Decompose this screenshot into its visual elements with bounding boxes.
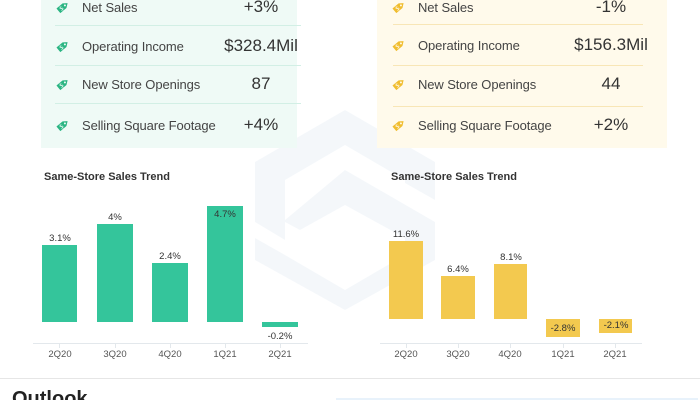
kpi-label: Net Sales xyxy=(82,0,138,15)
price-tag-icon: $ xyxy=(56,121,68,132)
kpi-row-operating-income: $ Operating Income $328.4Mil xyxy=(41,34,298,58)
chart-title: Same-Store Sales Trend xyxy=(44,171,170,183)
bar-2q21 xyxy=(599,319,632,333)
divider xyxy=(55,25,301,26)
x-tick-label: 2Q21 xyxy=(603,349,627,360)
x-tick xyxy=(170,343,171,348)
kpi-label: New Store Openings xyxy=(418,76,537,92)
kpi-label: Operating Income xyxy=(82,38,184,54)
bar-value-label: -2.1% xyxy=(603,320,629,331)
kpi-row-net-sales: $ Net Sales +3% xyxy=(41,0,297,19)
bar-3q20 xyxy=(441,276,475,319)
kpi-row-selling-square-footage: $ Selling Square Footage +2% xyxy=(377,113,667,137)
bar-3q20 xyxy=(97,224,133,322)
svg-text:$: $ xyxy=(394,123,402,131)
kpi-label: Net Sales xyxy=(418,0,474,15)
outlook-heading: Outlook xyxy=(12,388,88,400)
x-tick xyxy=(406,343,407,348)
x-tick-label: 3Q20 xyxy=(103,349,127,360)
svg-text:$: $ xyxy=(58,82,66,90)
bar-value-label: 8.1% xyxy=(500,252,522,263)
x-tick xyxy=(59,343,60,348)
kpi-value: +3% xyxy=(243,0,279,16)
x-tick-label: 1Q21 xyxy=(213,349,237,360)
price-tag-icon: $ xyxy=(392,3,404,14)
svg-text:$: $ xyxy=(394,43,402,51)
divider xyxy=(393,24,643,25)
bar-value-label: 6.4% xyxy=(447,264,469,275)
bar-value-label: 4.7% xyxy=(214,209,236,220)
price-tag-icon: $ xyxy=(56,80,68,91)
kpi-label: New Store Openings xyxy=(82,76,201,92)
x-tick xyxy=(563,343,564,348)
bar-value-label: 2.4% xyxy=(159,251,181,262)
kpi-label: Operating Income xyxy=(418,37,520,53)
x-tick-label: 3Q20 xyxy=(446,349,470,360)
x-tick xyxy=(458,343,459,348)
kpi-value: $328.4Mil xyxy=(224,36,298,55)
kpi-value: +4% xyxy=(243,115,279,134)
svg-text:$: $ xyxy=(58,44,66,52)
divider xyxy=(55,65,301,66)
x-tick-label: 4Q20 xyxy=(158,349,182,360)
x-tick xyxy=(615,343,616,348)
left-kpi-panel: $ Net Sales +3% $ Operating Income $328.… xyxy=(41,0,301,148)
kpi-row-new-store-openings: $ New Store Openings 44 xyxy=(377,72,667,96)
bar-1q21 xyxy=(207,206,243,322)
x-tick-label: 4Q20 xyxy=(498,349,522,360)
price-tag-icon: $ xyxy=(56,3,68,14)
outlook-info-box xyxy=(336,398,698,400)
svg-text:$: $ xyxy=(394,82,402,90)
x-tick xyxy=(280,343,281,348)
kpi-row-net-sales: $ Net Sales -1% xyxy=(377,0,667,19)
section-divider xyxy=(0,378,700,379)
price-tag-icon: $ xyxy=(56,42,68,53)
x-tick-label: 1Q21 xyxy=(551,349,575,360)
svg-text:$: $ xyxy=(58,5,66,13)
kpi-row-new-store-openings: $ New Store Openings 87 xyxy=(41,72,297,96)
svg-text:$: $ xyxy=(394,5,402,13)
bar-value-label: 3.1% xyxy=(49,233,71,244)
kpi-value: -1% xyxy=(595,0,627,16)
x-tick-label: 2Q20 xyxy=(394,349,418,360)
bar-2q21 xyxy=(262,322,298,327)
svg-text:$: $ xyxy=(58,123,66,131)
x-tick-label: 2Q21 xyxy=(268,349,292,360)
x-tick-label: 2Q20 xyxy=(48,349,72,360)
kpi-value: +2% xyxy=(593,115,629,134)
bar-4q20 xyxy=(494,264,527,319)
bar-value-label: 11.6% xyxy=(392,229,420,240)
bar-value-label: -0.2% xyxy=(267,331,293,342)
bar-value-label: 4% xyxy=(108,212,122,223)
bar-4q20 xyxy=(152,263,188,322)
right-kpi-panel: $ Net Sales -1% $ Operating Income $156.… xyxy=(377,0,667,148)
bar-1q21 xyxy=(546,319,580,337)
bar-value-label: -2.8% xyxy=(550,323,576,334)
kpi-row-selling-square-footage: $ Selling Square Footage +4% xyxy=(41,113,297,137)
kpi-value: $156.3Mil xyxy=(574,35,648,54)
x-tick xyxy=(225,343,226,348)
x-axis xyxy=(380,343,642,344)
price-tag-icon: $ xyxy=(392,121,404,132)
kpi-label: Selling Square Footage xyxy=(418,117,552,133)
kpi-label: Selling Square Footage xyxy=(82,117,216,133)
divider xyxy=(55,103,301,104)
x-tick xyxy=(510,343,511,348)
divider xyxy=(393,65,643,66)
kpi-value: 87 xyxy=(251,74,271,93)
bar-2q20 xyxy=(389,241,423,319)
price-tag-icon: $ xyxy=(392,41,404,52)
bar-2q20 xyxy=(42,245,77,322)
kpi-row-operating-income: $ Operating Income $156.3Mil xyxy=(377,33,667,57)
divider xyxy=(393,106,643,107)
x-tick xyxy=(115,343,116,348)
price-tag-icon: $ xyxy=(392,80,404,91)
kpi-value: 44 xyxy=(601,74,621,93)
chart-title: Same-Store Sales Trend xyxy=(391,171,517,183)
